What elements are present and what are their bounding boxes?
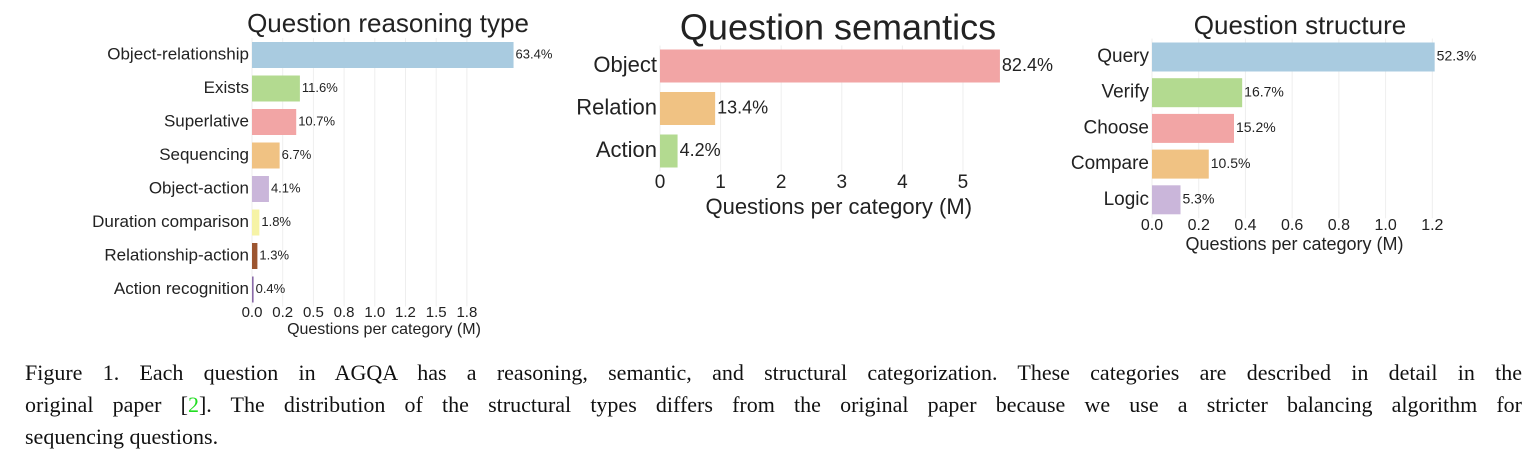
value-label: 0.4% [256,281,286,296]
caption-text: ]. The distribution of the structural ty… [198,392,1523,417]
bar [1152,113,1234,143]
x-tick-label: 0 [655,172,666,193]
x-tick-label: 2 [776,172,787,193]
value-label: 10.5% [1211,155,1251,171]
x-tick-label: 0.6 [1281,217,1303,234]
bar [1152,42,1435,72]
y-tick-label: Sequencing [159,145,249,164]
x-axis-label: Questions per category (M) [1185,234,1403,254]
x-tick-label: 0.8 [1328,217,1350,234]
x-tick-label: 0.8 [334,304,355,321]
value-label: 5.3% [1183,191,1215,207]
value-label: 52.3% [1437,48,1477,64]
x-tick-label: 1.0 [1374,217,1396,234]
value-label: 1.8% [261,214,291,229]
value-label: 15.2% [1236,119,1276,135]
value-label: 4.2% [680,140,721,160]
x-tick-label: 0.4 [1234,217,1256,234]
chart-title: Question reasoning type [247,8,529,38]
caption-text: original paper [ [25,392,188,417]
x-tick-label: 4 [897,172,908,193]
y-tick-label: Query [1097,46,1149,67]
y-tick-label: Superlative [164,111,249,130]
value-label: 13.4% [717,97,768,117]
value-label: 82.4% [1002,55,1053,75]
bar [252,75,300,102]
x-tick-label: 5 [958,172,969,193]
y-tick-label: Choose [1084,117,1150,138]
x-tick-label: 0.2 [1188,217,1210,234]
x-tick-label: 0.0 [1141,217,1163,234]
x-axis-label: Questions per category (M) [705,194,972,219]
bar [1152,149,1209,179]
chart-title: Question semantics [680,7,996,48]
x-tick-label: 1.2 [395,304,416,321]
citation[interactable]: 2 [187,392,199,417]
x-tick-label: 1.8 [456,304,477,321]
value-label: 4.1% [271,180,301,195]
x-tick-label: 0.5 [303,304,324,321]
bar [252,209,260,236]
x-tick-label: 0.0 [242,304,263,321]
bar [252,42,514,68]
value-label: 10.7% [298,113,335,128]
x-tick-label: 1.2 [1421,217,1443,234]
x-tick-label: 1 [715,172,726,193]
y-tick-label: Object-relationship [107,44,249,63]
bar [660,134,678,168]
bar [252,142,280,169]
y-tick-label: Action recognition [114,279,249,298]
y-tick-label: Action [596,137,657,162]
value-label: 1.3% [259,247,289,262]
x-tick-label: 0.2 [272,304,293,321]
y-tick-label: Logic [1104,189,1149,210]
bar [252,109,297,135]
bar [252,276,254,303]
y-tick-label: Compare [1071,153,1149,174]
y-tick-label: Verify [1101,82,1149,103]
y-tick-label: Duration comparison [92,212,249,231]
bar [660,92,716,125]
bar [252,176,269,202]
x-tick-label: 1.5 [426,304,447,321]
y-tick-label: Relation [576,94,657,119]
x-tick-label: 1.0 [364,304,385,321]
y-tick-label: Object [593,52,657,77]
bar [1152,78,1243,108]
y-tick-label: Exists [204,78,249,97]
caption-line: original paper [2]. The distribution of … [25,392,1522,418]
caption-line: Figure 1. Each question in AGQA has a re… [25,360,1522,385]
figure: Question reasoning type 0.0 0.2 0.5 0.8 1.0 1.… [92,7,1477,339]
y-tick-label: Relationship-action [104,245,249,264]
x-axis-label: Questions per category (M) [287,321,481,338]
bar [252,243,258,269]
chart-title: Question structure [1194,10,1406,40]
value-label: 16.7% [1244,83,1284,99]
y-tick-label: Object-action [149,178,249,197]
value-label: 6.7% [282,147,312,162]
bar [1152,185,1181,215]
caption-line: sequencing questions. [25,424,219,449]
x-tick-label: 3 [836,172,847,193]
value-label: 63.4% [516,46,553,61]
bar [660,49,1000,83]
value-label: 11.6% [302,80,338,95]
